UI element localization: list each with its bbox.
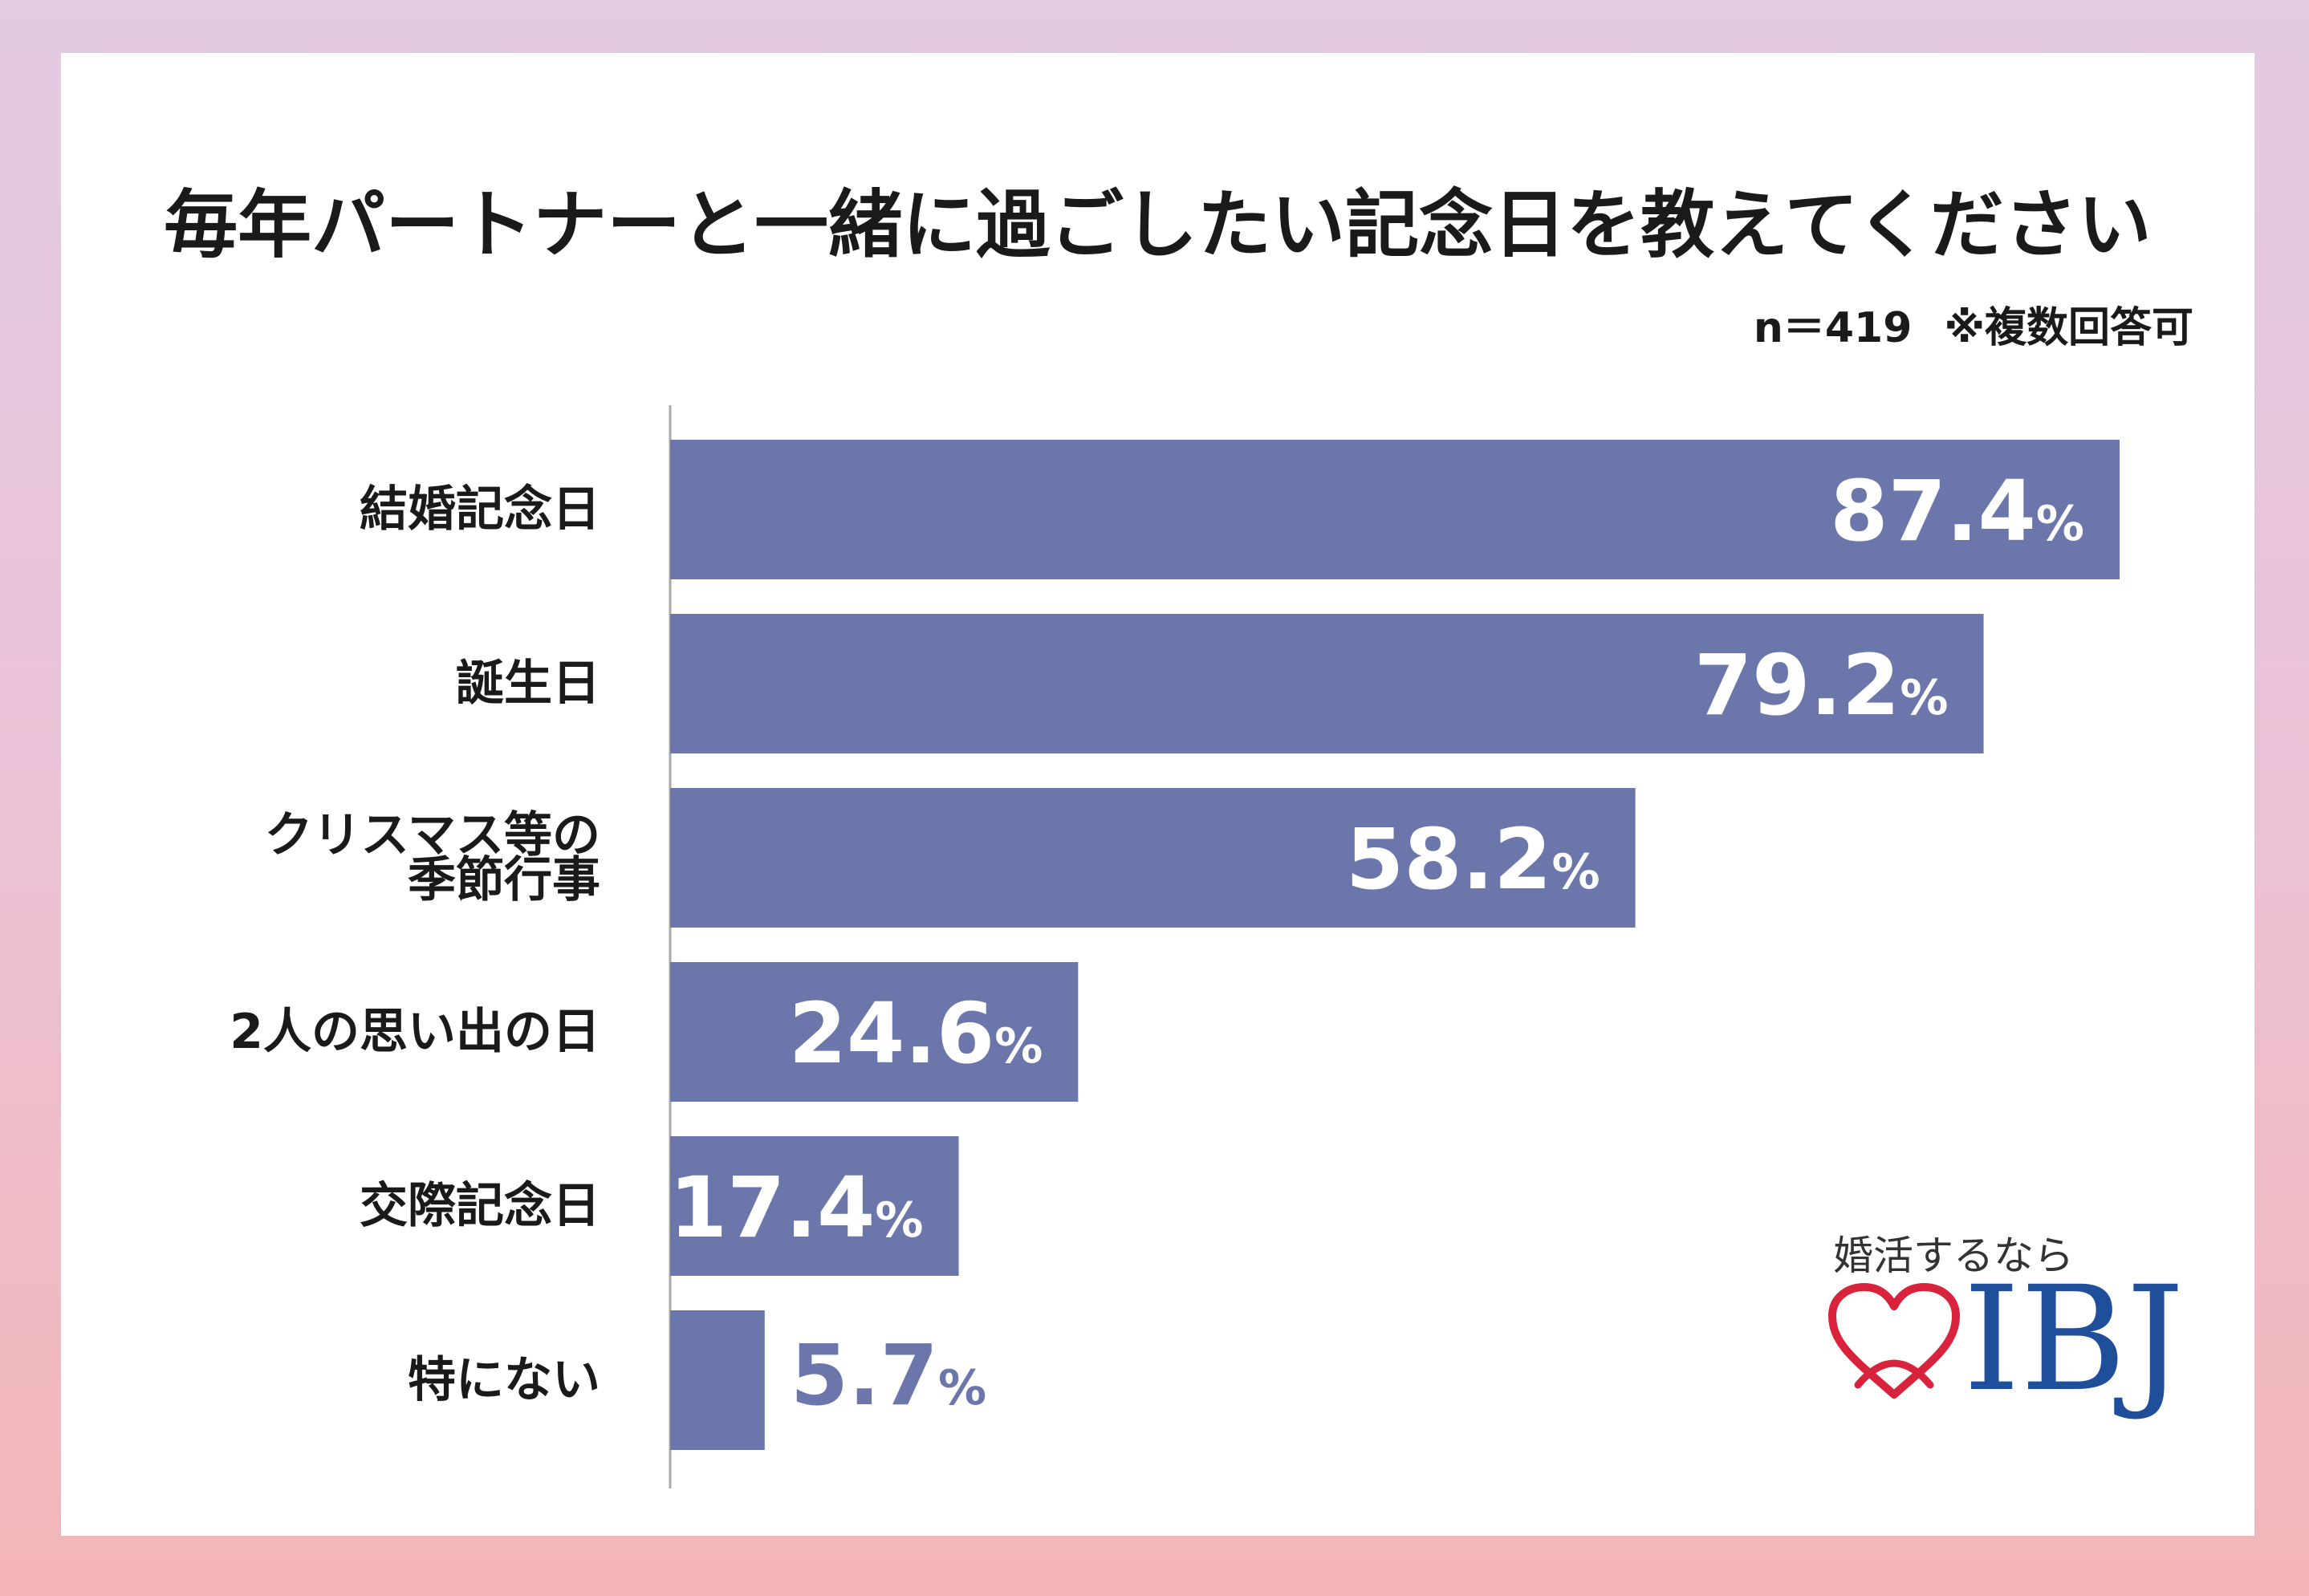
- category-label: クリスマス等の季節行事: [265, 807, 600, 908]
- category-label-line: 誕生日: [456, 656, 600, 712]
- category-label-line: 交際記念日: [360, 1178, 600, 1234]
- sample-size: n＝419: [1753, 304, 1913, 352]
- chart-card: 毎年パートナーと一緒に過ごしたい記念日を教えてください n＝419 ※複数回答可: [61, 53, 2254, 1536]
- multiple-answer-note: ※複数回答可: [1944, 304, 2193, 352]
- category-label-line: クリスマス等の: [265, 807, 600, 863]
- category-label: 2人の思い出の日: [230, 1004, 600, 1060]
- category-label: 特にない: [408, 1352, 600, 1408]
- value-unit: %: [994, 1018, 1043, 1074]
- value-label: 17.4%: [669, 1159, 924, 1257]
- heart-icon: [1828, 1283, 1960, 1399]
- value-label: 87.4%: [1830, 462, 2084, 560]
- category-label: 誕生日: [456, 656, 600, 712]
- value-number: 79.2: [1694, 636, 1900, 734]
- value-label: 58.2%: [1346, 810, 1600, 908]
- ibj-logo: IBJ: [1963, 1256, 2185, 1423]
- bar: [670, 440, 2120, 579]
- value-label: 79.2%: [1694, 636, 1949, 734]
- bar: [670, 614, 1984, 753]
- category-label: 結婚記念日: [360, 481, 600, 538]
- bar: [670, 1310, 765, 1450]
- logo-tagline: 婚活するなら: [1833, 1233, 2074, 1279]
- value-number: 24.6: [789, 985, 995, 1082]
- value-unit: %: [1900, 670, 1948, 726]
- chart-title: 毎年パートナーと一緒に過ごしたい記念日を教えてください: [164, 182, 2152, 268]
- category-label-line: 2人の思い出の日: [230, 1004, 600, 1060]
- bar: [670, 788, 1636, 928]
- value-number: 17.4: [669, 1159, 876, 1257]
- value-number: 58.2: [1346, 810, 1552, 908]
- value-label: 24.6%: [789, 985, 1043, 1082]
- value-label: 5.7%: [791, 1326, 986, 1424]
- bar: [670, 962, 1079, 1102]
- category-label-line: 季節行事: [408, 852, 600, 908]
- category-label-line: 結婚記念日: [360, 481, 600, 538]
- value-unit: %: [938, 1360, 986, 1416]
- value-unit: %: [1551, 844, 1600, 900]
- value-number: 5.7: [791, 1326, 938, 1424]
- category-label: 交際記念日: [360, 1178, 600, 1234]
- sample-note: n＝419 ※複数回答可: [1754, 294, 2193, 354]
- value-number: 87.4: [1830, 462, 2036, 560]
- value-unit: %: [875, 1192, 923, 1249]
- category-label-line: 特にない: [408, 1352, 600, 1408]
- value-unit: %: [2036, 496, 2084, 552]
- bar: [670, 1136, 959, 1276]
